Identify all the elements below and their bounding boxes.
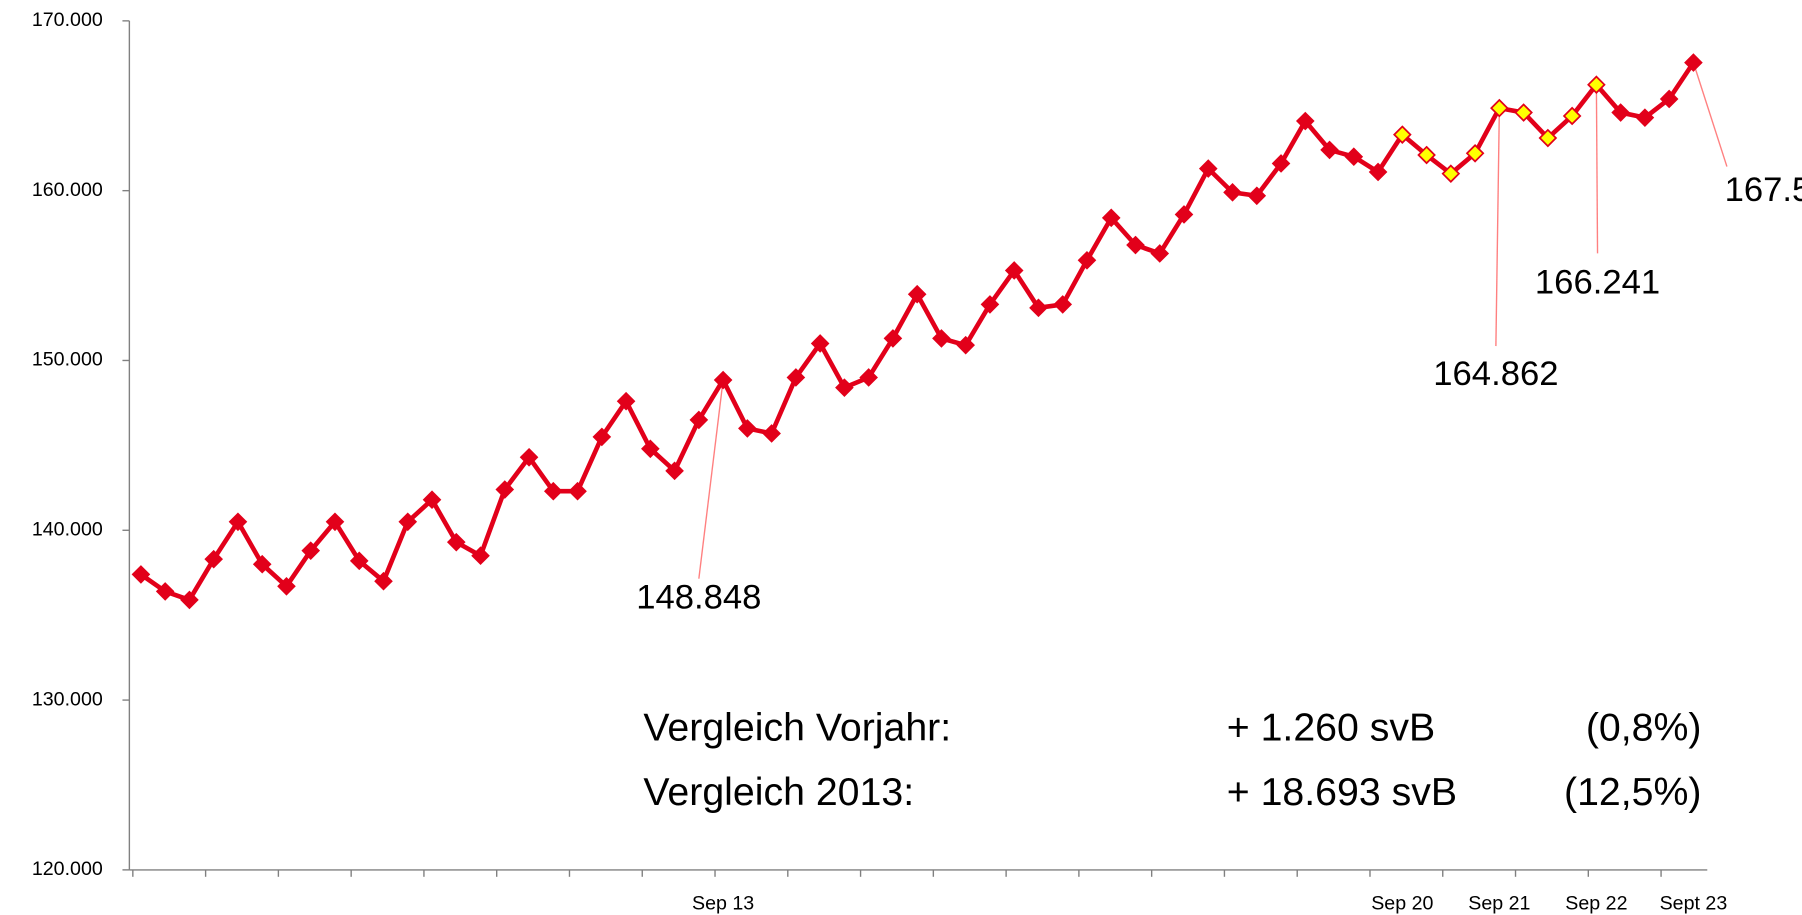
x-tick-label: Sept 23: [1660, 893, 1728, 915]
annotation-value: + 1.260 svB: [1227, 705, 1435, 749]
marker: [155, 582, 175, 601]
y-tick-label: 140.000: [32, 518, 103, 540]
marker: [1684, 53, 1703, 72]
marker: [301, 541, 321, 560]
y-tick-label: 160.000: [32, 179, 103, 201]
marker: [738, 419, 757, 438]
marker: [1611, 103, 1630, 122]
marker: [1659, 89, 1679, 109]
y-tick-label: 120.000: [32, 858, 103, 880]
marker: [1174, 205, 1194, 224]
marker: [277, 576, 296, 596]
marker: [325, 512, 345, 532]
marker: [1344, 147, 1364, 167]
y-tick-label: 150.000: [32, 349, 103, 371]
marker: [1295, 111, 1315, 131]
marker: [495, 480, 515, 499]
leader-line: [1495, 108, 1501, 347]
marker: [1417, 145, 1436, 165]
marker: [1271, 154, 1291, 173]
marker: [1101, 208, 1121, 228]
x-tick-label: Sep 13: [692, 893, 754, 915]
marker: [1441, 164, 1461, 183]
marker: [228, 512, 248, 532]
data-label: 166.241: [1535, 264, 1660, 302]
x-tick-label: Sep 21: [1468, 893, 1530, 915]
marker: [786, 368, 806, 387]
marker: [1150, 244, 1170, 263]
leader-line: [698, 379, 724, 579]
y-tick-label: 130.000: [32, 688, 103, 710]
y-tick-label: 170.000: [32, 9, 103, 31]
marker: [956, 335, 975, 355]
marker: [422, 490, 442, 510]
marker: [713, 370, 733, 390]
leader-line: [1692, 62, 1728, 167]
marker: [1368, 162, 1388, 182]
marker: [1465, 143, 1485, 163]
marker: [665, 461, 684, 481]
marker: [1538, 128, 1558, 148]
annotation-percent: (0,8%): [1586, 705, 1702, 749]
marker: [1053, 295, 1073, 314]
marker: [1393, 125, 1412, 144]
marker: [374, 571, 393, 591]
marker: [543, 481, 563, 501]
marker: [519, 447, 539, 467]
annotation-label: Vergleich 2013:: [643, 770, 914, 814]
leader-line: [1595, 84, 1599, 254]
marker: [1223, 183, 1242, 202]
annotation-label: Vergleich Vorjahr:: [643, 705, 951, 749]
marker: [471, 546, 490, 566]
marker: [859, 368, 878, 387]
marker: [1126, 235, 1145, 255]
marker: [616, 391, 636, 411]
data-label: 164.862: [1433, 355, 1558, 393]
marker: [1247, 186, 1267, 206]
marker: [641, 439, 660, 459]
marker: [252, 554, 272, 574]
marker: [131, 565, 151, 584]
marker: [1562, 106, 1582, 126]
marker: [1490, 98, 1509, 118]
marker: [980, 295, 1000, 314]
marker: [810, 334, 830, 353]
marker: [568, 481, 587, 501]
marker: [1004, 261, 1024, 280]
marker: [1077, 250, 1097, 270]
marker: [1587, 75, 1606, 95]
marker: [1514, 103, 1533, 122]
x-tick-label: Sep 20: [1371, 893, 1433, 915]
annotation-percent: (12,5%): [1564, 770, 1702, 814]
marker: [1198, 159, 1218, 178]
marker: [592, 427, 612, 447]
marker: [1635, 108, 1655, 127]
marker: [689, 410, 709, 430]
data-label: 167.541: [1725, 171, 1802, 209]
data-label: 148.848: [636, 579, 761, 617]
marker: [883, 329, 903, 348]
marker: [1320, 140, 1339, 160]
marker: [762, 424, 781, 443]
marker: [932, 329, 951, 348]
marker: [835, 378, 854, 397]
annotation-value: + 18.693 svB: [1227, 770, 1457, 814]
marker: [349, 551, 369, 571]
marker: [446, 532, 466, 552]
marker: [398, 512, 418, 532]
line: [139, 61, 1696, 603]
marker: [1029, 298, 1048, 318]
marker: [204, 549, 224, 569]
x-tick-label: Sep 22: [1565, 893, 1627, 915]
marker: [907, 284, 927, 304]
marker: [180, 590, 199, 610]
